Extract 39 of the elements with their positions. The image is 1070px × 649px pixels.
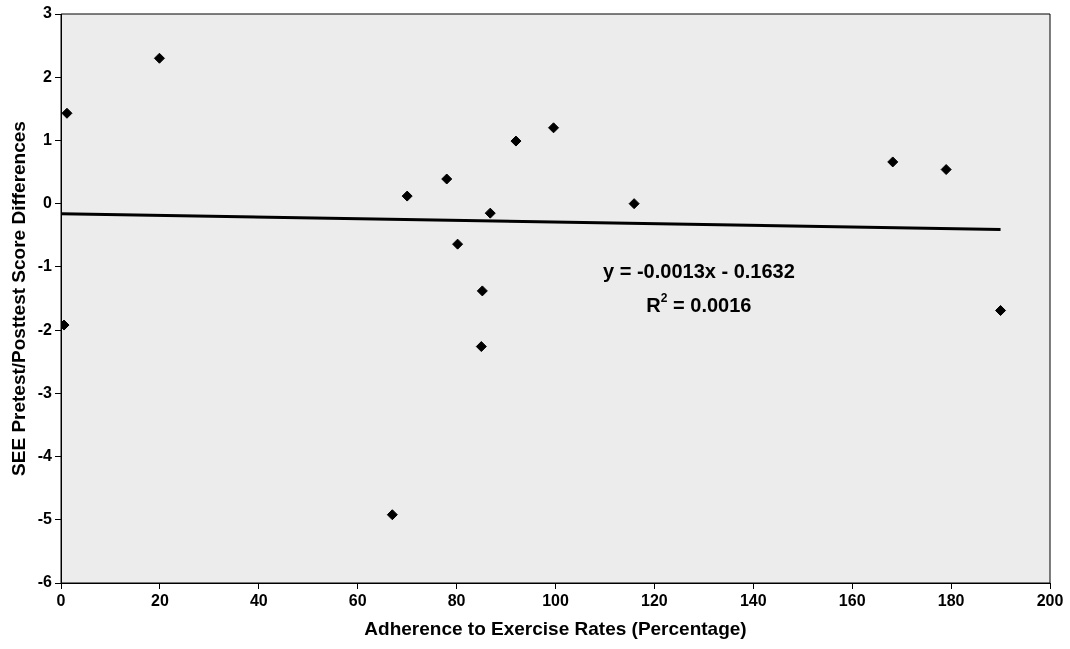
point — [441, 173, 453, 185]
x-tick-label: 140 — [739, 592, 767, 610]
y-tick-label: 2 — [43, 67, 53, 85]
x-tick-label: 180 — [937, 592, 965, 610]
annotation: y = -0.0013x - 0.1632 — [603, 260, 795, 283]
x-tick-label: 100 — [542, 592, 569, 610]
x-tick-label: 40 — [249, 592, 268, 610]
point — [386, 509, 398, 521]
x-tick-label: 60 — [348, 592, 367, 610]
point — [995, 305, 1007, 317]
y-tick-label: -5 — [37, 510, 53, 528]
y-tick-label: -2 — [37, 320, 53, 338]
y-tick-label: -3 — [37, 383, 53, 401]
point — [628, 198, 640, 210]
point — [61, 107, 73, 119]
point — [484, 207, 496, 219]
point — [940, 164, 952, 176]
x-tick-label: 80 — [447, 592, 466, 610]
point — [452, 238, 464, 250]
point — [153, 52, 165, 64]
point — [476, 285, 488, 297]
point — [548, 122, 560, 134]
x-tick-label: 120 — [641, 592, 668, 610]
y-tick-label: -1 — [37, 257, 53, 275]
point — [510, 135, 522, 147]
x-tick-label: 0 — [56, 592, 66, 610]
x-tick-label: 200 — [1036, 592, 1064, 610]
y-tick-label: 0 — [43, 194, 53, 212]
y-tick-label: 1 — [43, 130, 53, 148]
y-tick-label: 3 — [43, 4, 53, 22]
y-tick-label: -6 — [37, 573, 53, 591]
x-tick-label: 20 — [151, 592, 169, 610]
x-axis-title: Adherence to Exercise Rates (Percentage) — [364, 617, 747, 639]
y-tick-label: -4 — [37, 446, 53, 464]
point — [887, 156, 899, 168]
point — [401, 190, 413, 202]
point — [475, 341, 487, 353]
x-tick-label: 160 — [838, 592, 866, 610]
y-axis-title: SEE Pretest/Posttest Score Differences — [7, 121, 29, 476]
